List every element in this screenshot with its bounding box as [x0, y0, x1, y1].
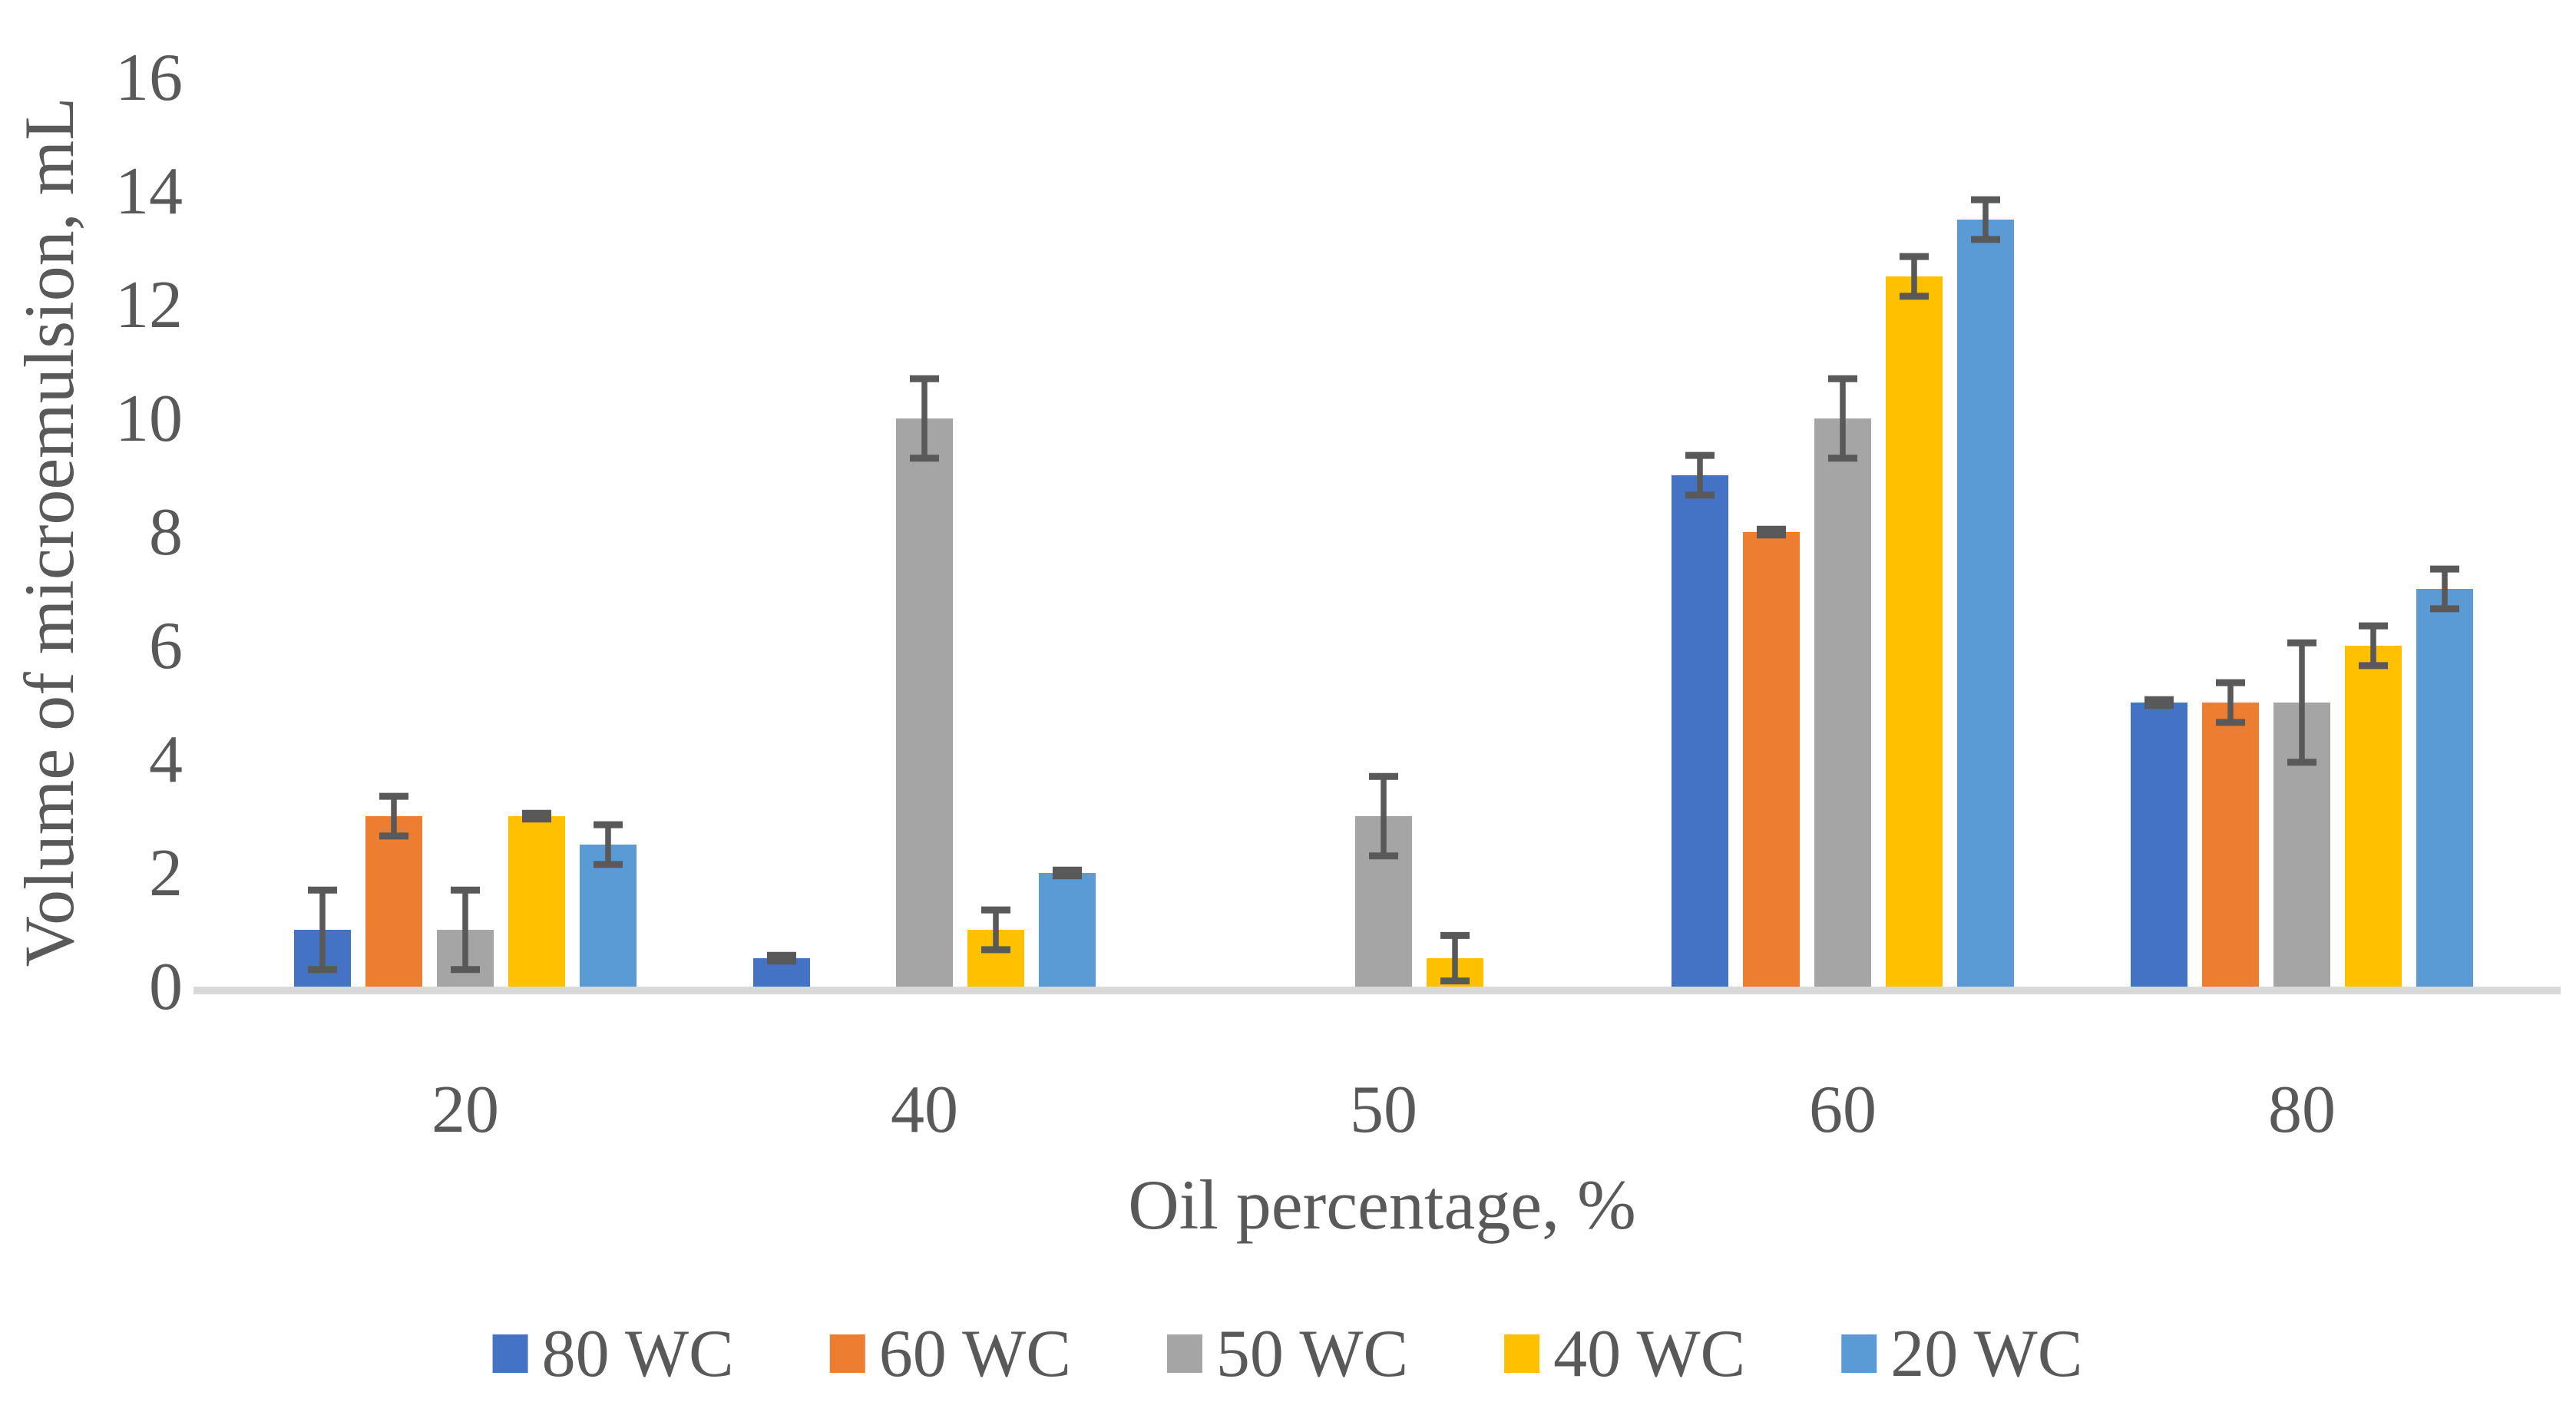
error-bar — [2287, 639, 2316, 766]
y-tick-label: 8 — [149, 495, 183, 570]
bar — [580, 845, 637, 987]
bar — [896, 418, 953, 987]
bar — [2416, 589, 2473, 987]
error-bar — [1828, 375, 1857, 462]
error-bar — [981, 906, 1010, 954]
x-tick-label: 20 — [432, 1073, 499, 1147]
x-tick-label: 40 — [891, 1073, 958, 1147]
error-bar — [2359, 622, 2388, 670]
x-axis-title: Oil percentage, % — [1128, 1166, 1636, 1244]
legend-item: 60 WC — [829, 1317, 1071, 1391]
error-bar — [308, 886, 337, 974]
error-bar — [2216, 679, 2245, 726]
legend-item: 20 WC — [1841, 1317, 2082, 1391]
error-bar — [522, 809, 551, 823]
error-bar — [451, 886, 480, 974]
legend-label: 50 WC — [1216, 1317, 1408, 1391]
bar — [1957, 220, 2014, 987]
x-tick-label: 50 — [1350, 1073, 1417, 1147]
legend-item: 40 WC — [1504, 1317, 1745, 1391]
bar — [2131, 703, 2187, 987]
error-bar — [1440, 931, 1470, 985]
y-tick-label: 4 — [149, 723, 183, 797]
error-bar — [379, 792, 408, 840]
error-bar — [1900, 253, 1929, 300]
x-tick-label: 80 — [2268, 1073, 2336, 1147]
y-tick-label: 16 — [115, 41, 183, 115]
y-tick-label: 6 — [149, 609, 183, 683]
legend-swatch — [1166, 1334, 1202, 1373]
legend-swatch — [829, 1334, 865, 1373]
error-bar — [2144, 696, 2174, 709]
legend: 80 WC 60 WC 50 WC 40 WC 20 WC — [492, 1317, 2082, 1391]
bar — [1814, 418, 1871, 987]
legend-label: 40 WC — [1553, 1317, 1745, 1391]
legend-label: 80 WC — [542, 1317, 734, 1391]
bar — [2345, 646, 2402, 987]
plot-area — [294, 196, 2473, 987]
legend-label: 60 WC — [879, 1317, 1071, 1391]
y-tick-label: 0 — [149, 950, 183, 1024]
bar — [365, 816, 422, 987]
error-bar — [1053, 866, 1082, 880]
error-bar — [1971, 196, 2000, 243]
x-axis-baseline — [193, 987, 2561, 994]
x-tick-label: 60 — [1809, 1073, 1877, 1147]
legend-item: 50 WC — [1166, 1317, 1408, 1391]
bar — [2202, 703, 2259, 987]
bar — [1886, 276, 1943, 987]
error-bar — [1685, 451, 1715, 499]
y-tick-label: 2 — [149, 836, 183, 911]
y-axis-tick-labels: 0 2 4 6 8 10 12 14 16 — [115, 41, 183, 1024]
error-bar — [594, 821, 623, 868]
legend-swatch — [1841, 1334, 1877, 1373]
bar — [1672, 475, 1728, 987]
legend-item: 80 WC — [492, 1317, 734, 1391]
y-tick-label: 12 — [115, 268, 183, 342]
legend-label: 20 WC — [1890, 1317, 2082, 1391]
x-axis-tick-labels: 20 40 50 60 80 — [432, 1073, 2336, 1147]
legend-swatch — [492, 1334, 528, 1373]
y-tick-label: 10 — [115, 382, 183, 456]
y-axis-title: Volume of microemulsion, mL — [10, 98, 88, 967]
error-bar — [910, 375, 939, 462]
y-tick-label: 14 — [115, 154, 183, 229]
error-bar — [1757, 525, 1786, 539]
error-bar — [1369, 772, 1398, 860]
legend-swatch — [1504, 1334, 1540, 1373]
bar — [1039, 873, 1096, 987]
error-bar — [767, 951, 796, 965]
bar — [508, 816, 565, 987]
error-bar — [2430, 565, 2459, 613]
bar — [1743, 532, 1800, 987]
